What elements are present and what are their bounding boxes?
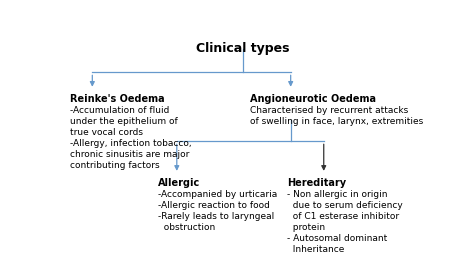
Text: - Non allergic in origin
  due to serum deficiency
  of C1 esterase inhibitor
  : - Non allergic in origin due to serum de… xyxy=(287,190,403,255)
Text: Angioneurotic Oedema: Angioneurotic Oedema xyxy=(250,94,376,104)
Text: Reinke's Oedema: Reinke's Oedema xyxy=(70,94,165,104)
Text: -Accompanied by urticaria
-Allergic reaction to food
-Rarely leads to laryngeal
: -Accompanied by urticaria -Allergic reac… xyxy=(158,190,278,232)
Text: Allergic: Allergic xyxy=(158,178,201,188)
Text: -Accumulation of fluid
under the epithelium of
true vocal cords
-Allergy, infect: -Accumulation of fluid under the epithel… xyxy=(70,106,192,170)
Text: Characterised by recurrent attacks
of swelling in face, larynx, extremities: Characterised by recurrent attacks of sw… xyxy=(250,106,424,126)
Text: Clinical types: Clinical types xyxy=(196,42,290,55)
Text: Hereditary: Hereditary xyxy=(287,178,346,188)
